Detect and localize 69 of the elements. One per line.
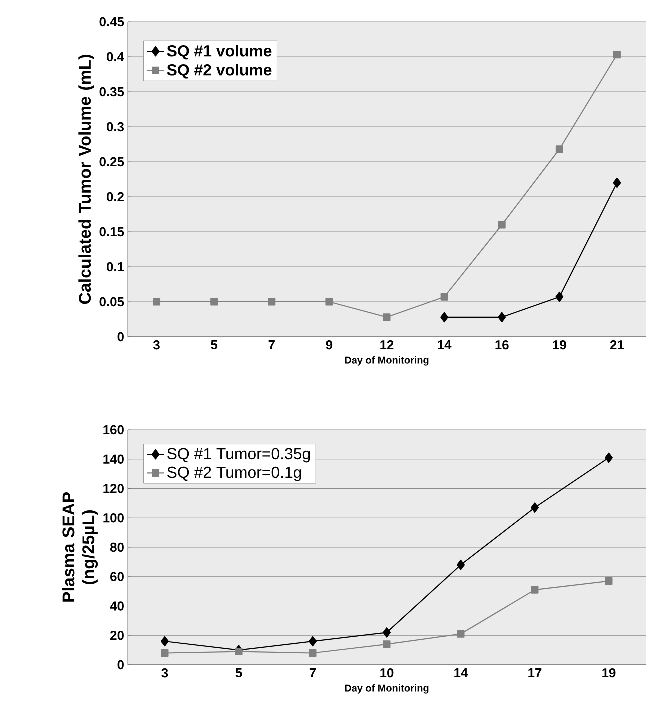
point [161, 636, 169, 647]
point [530, 502, 539, 513]
x-axis-title: Day of Monitoring [345, 356, 429, 366]
y-tick-label: 0 [118, 660, 124, 670]
point [440, 312, 449, 323]
point [605, 578, 613, 586]
legend-label: SQ #2 volume [167, 64, 272, 79]
y-tick-label: 120 [104, 484, 124, 494]
y-tick-label: 0.05 [100, 297, 124, 307]
x-tick-label: 9 [326, 340, 333, 350]
point [498, 221, 506, 229]
x-axis-title: Day of Monitoring [345, 684, 429, 694]
y-tick-label: 100 [104, 514, 124, 523]
y-tick-label: 0.1 [106, 262, 124, 272]
y-tick-label: 80 [110, 542, 124, 552]
x-tick-label: 14 [438, 340, 452, 350]
point [382, 628, 391, 638]
point [498, 312, 506, 323]
y-tick-label: 20 [110, 631, 124, 640]
x-tick-label: 12 [380, 340, 394, 350]
y-tick-label: 0.35 [100, 87, 124, 97]
x-tick-label: 19 [602, 668, 616, 678]
point [268, 298, 276, 306]
x-tick-label: 10 [380, 668, 394, 678]
y-tick-label: 0.15 [100, 227, 124, 237]
point [456, 560, 465, 570]
x-tick-label: 14 [454, 668, 468, 678]
legend-label: SQ #1 Tumor=0.35g [168, 448, 310, 463]
point [556, 292, 564, 302]
point [161, 649, 169, 657]
point [531, 586, 539, 594]
point [210, 298, 218, 306]
x-tick-label: 7 [268, 340, 275, 350]
point [153, 298, 161, 306]
y-tick-label: 0.4 [106, 52, 124, 62]
point [326, 298, 334, 306]
y-tick-label: 0.45 [100, 17, 124, 27]
y-tick-label: 60 [110, 572, 124, 582]
x-tick-label: 16 [496, 340, 509, 350]
legend-label: SQ #1 volume [167, 45, 272, 60]
x-tick-label: 19 [553, 340, 566, 350]
point [309, 636, 317, 647]
x-tick-label: 3 [162, 668, 168, 678]
y-tick-label: 40 [110, 602, 124, 611]
x-tick-label: 17 [528, 668, 542, 678]
point [613, 178, 622, 188]
point [556, 146, 564, 154]
point [613, 51, 621, 59]
legend-label: SQ #2 Tumor=0.1g [168, 466, 302, 482]
x-tick-label: 21 [610, 340, 624, 350]
y-tick-label: 0.3 [106, 122, 124, 132]
x-tick-label: 3 [153, 340, 160, 350]
x-tick-label: 7 [310, 668, 316, 678]
point [383, 314, 391, 322]
y-tick-label: 0.25 [100, 157, 124, 167]
y-tick-label: 140 [104, 454, 124, 464]
point [604, 452, 613, 464]
x-tick-label: 5 [211, 340, 218, 350]
y-axis-title: Plasma SEAP (ng/25µL) [62, 492, 98, 602]
y-tick-label: 0 [118, 332, 124, 342]
point [383, 640, 391, 648]
point [457, 630, 465, 638]
y-tick-label: 160 [104, 425, 124, 435]
x-tick-label: 5 [236, 668, 242, 678]
point [440, 293, 448, 301]
y-tick-label: 0.2 [106, 192, 124, 202]
point [235, 648, 243, 656]
y-axis-title: Calculated Tumor Volume (mL) [78, 55, 94, 304]
point [309, 649, 317, 657]
